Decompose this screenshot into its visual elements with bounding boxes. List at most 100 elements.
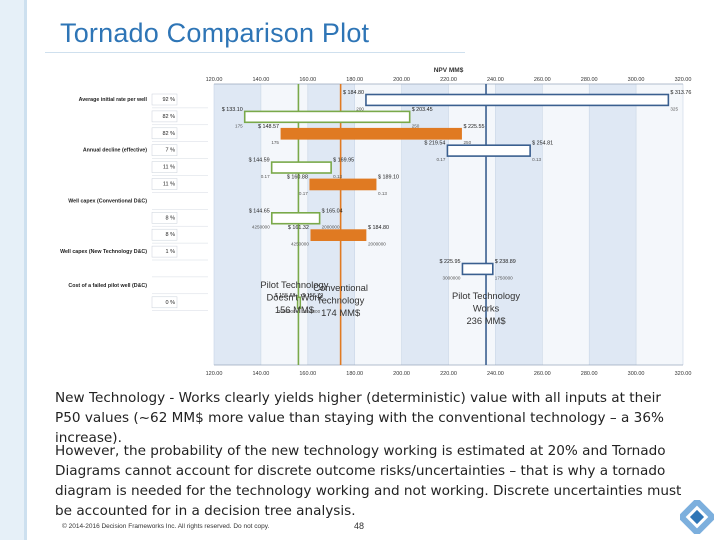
x-tick-label-top: 160.00 xyxy=(299,77,316,83)
tornado-bar xyxy=(243,110,411,124)
left-accent-line xyxy=(24,0,27,540)
tornado-bar xyxy=(296,296,302,310)
grid-band xyxy=(589,84,637,365)
annotation-line: 156 MM$ xyxy=(275,304,315,315)
x-tick-label-top: 120.00 xyxy=(206,77,223,83)
bar-low-input: 200 xyxy=(356,106,364,111)
bar-high-input: 250 xyxy=(464,140,472,145)
x-tick-label-bottom: 240.00 xyxy=(487,371,504,377)
bar-low-input: 175 xyxy=(271,140,279,145)
pct-box xyxy=(151,296,178,309)
row-pct: 1 % xyxy=(166,249,176,255)
x-tick-label-top: 300.00 xyxy=(628,77,645,83)
grid-band xyxy=(636,84,683,365)
pct-box xyxy=(151,228,178,241)
annotation-line: Works xyxy=(473,303,500,314)
title-divider xyxy=(45,52,465,53)
row-pct: 11 % xyxy=(163,182,175,188)
tornado-bar xyxy=(446,144,531,157)
bar-low-value: $ 148.57 xyxy=(258,124,279,130)
row-label: Average initial rate per well xyxy=(79,97,148,103)
bar-high-input: 1750000 xyxy=(495,275,513,280)
bar-low-input: 4250000 xyxy=(252,225,270,230)
bar-high-input: 250 xyxy=(412,123,420,128)
copyright-footer: © 2014-2016 Decision Frameworks Inc. All… xyxy=(62,523,270,530)
bar-high-value: $ 225.55 xyxy=(464,124,485,130)
row-pct: 82 % xyxy=(162,131,175,137)
bar-high-input: 2000000 xyxy=(368,242,386,247)
bar-low-input: 0.17 xyxy=(261,174,270,179)
pct-box xyxy=(151,161,178,173)
bar-high-value: $ 254.81 xyxy=(532,141,553,147)
pct-box xyxy=(151,127,178,140)
tornado-bar xyxy=(309,178,377,191)
row-pct: 8 % xyxy=(166,232,176,238)
row-pct: 0 % xyxy=(166,300,176,306)
bar-high-value: $ 184.80 xyxy=(368,225,389,231)
bar-low-value: $ 160.88 xyxy=(287,175,308,181)
annotation-label: Pilot Technology Doesn't Work 156 MM$ xyxy=(260,279,328,315)
row-pct: 8 % xyxy=(166,215,176,221)
tornado-bar xyxy=(310,229,367,241)
x-tick-label-bottom: 260.00 xyxy=(534,371,551,377)
x-tick-label-top: 140.00 xyxy=(252,77,269,83)
bar-low-input: 3000000 xyxy=(443,275,461,280)
bar-low-input: 3000000 xyxy=(278,309,296,314)
grid-band xyxy=(542,84,590,365)
bar-low-value: $ 161.32 xyxy=(288,225,309,231)
pct-box xyxy=(151,144,178,156)
bar-high-value: $ 238.89 xyxy=(495,259,516,265)
bar-low-input: 0.17 xyxy=(436,157,445,162)
bar-low-value: $ 144.65 xyxy=(249,208,270,214)
row-pct: 7 % xyxy=(166,148,176,154)
annotation-label: Conventional Technology 174 MM$ xyxy=(313,282,368,318)
bar-high-input: 325 xyxy=(670,106,678,111)
x-tick-label-top: 320.00 xyxy=(675,77,692,83)
x-tick-label-top: 260.00 xyxy=(534,77,551,83)
bar-high-value: $ 156.79 xyxy=(302,293,323,299)
x-tick-label-bottom: 300.00 xyxy=(628,371,645,377)
annotation-line: Pilot Technology xyxy=(260,279,328,290)
grid-band xyxy=(401,84,449,365)
bar-high-value: $ 313.76 xyxy=(670,90,691,96)
tornado-bar xyxy=(271,212,321,225)
paragraph-1: New Technology - Works clearly yields hi… xyxy=(55,390,664,446)
annotation-line: 236 MM$ xyxy=(466,315,506,326)
bar-high-input: 0.13 xyxy=(333,174,342,179)
row-pct: 82 % xyxy=(162,114,175,120)
tornado-bar xyxy=(280,127,462,140)
bar-low-input: 0.17 xyxy=(299,191,308,196)
bar-high-value: $ 165.04 xyxy=(322,208,343,214)
bar-low-input: 4250000 xyxy=(291,242,309,247)
pct-box xyxy=(151,110,178,123)
row-label: Well capex (Conventional D&C) xyxy=(68,198,147,204)
x-tick-label-bottom: 160.00 xyxy=(299,371,316,377)
x-tick-label-bottom: 120.00 xyxy=(206,371,223,377)
x-tick-label-top: 240.00 xyxy=(487,77,504,83)
page-number: 48 xyxy=(354,521,365,531)
x-tick-label-bottom: 180.00 xyxy=(346,371,363,377)
x-tick-label-top: 180.00 xyxy=(346,77,363,83)
paragraph-2: However, the probability of the new tech… xyxy=(55,443,682,519)
pct-box xyxy=(151,93,178,106)
annotation-line: 174 MM$ xyxy=(321,307,361,318)
bar-low-value: $ 144.59 xyxy=(249,158,270,164)
x-tick-label-bottom: 320.00 xyxy=(675,371,692,377)
bar-high-value: $ 169.95 xyxy=(333,158,354,164)
bar-low-value: $ 184.80 xyxy=(343,90,364,96)
x-tick-label-top: 220.00 xyxy=(440,77,457,83)
bar-high-input: 0.13 xyxy=(378,191,387,196)
x-tick-label-top: 280.00 xyxy=(581,77,598,83)
x-tick-label-bottom: 200.00 xyxy=(393,371,410,377)
x-tick-label-bottom: 220.00 xyxy=(440,371,457,377)
bar-low-value: $ 219.54 xyxy=(424,141,445,147)
row-pct: 11 % xyxy=(163,165,175,171)
bar-low-value: $ 225.95 xyxy=(439,259,460,265)
bar-high-input: 1250000 xyxy=(302,309,320,314)
row-pct: 92 % xyxy=(162,97,175,103)
bar-high-value: $ 203.45 xyxy=(412,107,433,113)
pct-box xyxy=(151,212,178,224)
grid-band xyxy=(214,84,261,365)
bar-low-value: $ 133.10 xyxy=(222,107,243,113)
tornado-chart: NPV MM$ 120.00 120.00 140.00 140.00 160.00 160… xyxy=(60,67,692,377)
